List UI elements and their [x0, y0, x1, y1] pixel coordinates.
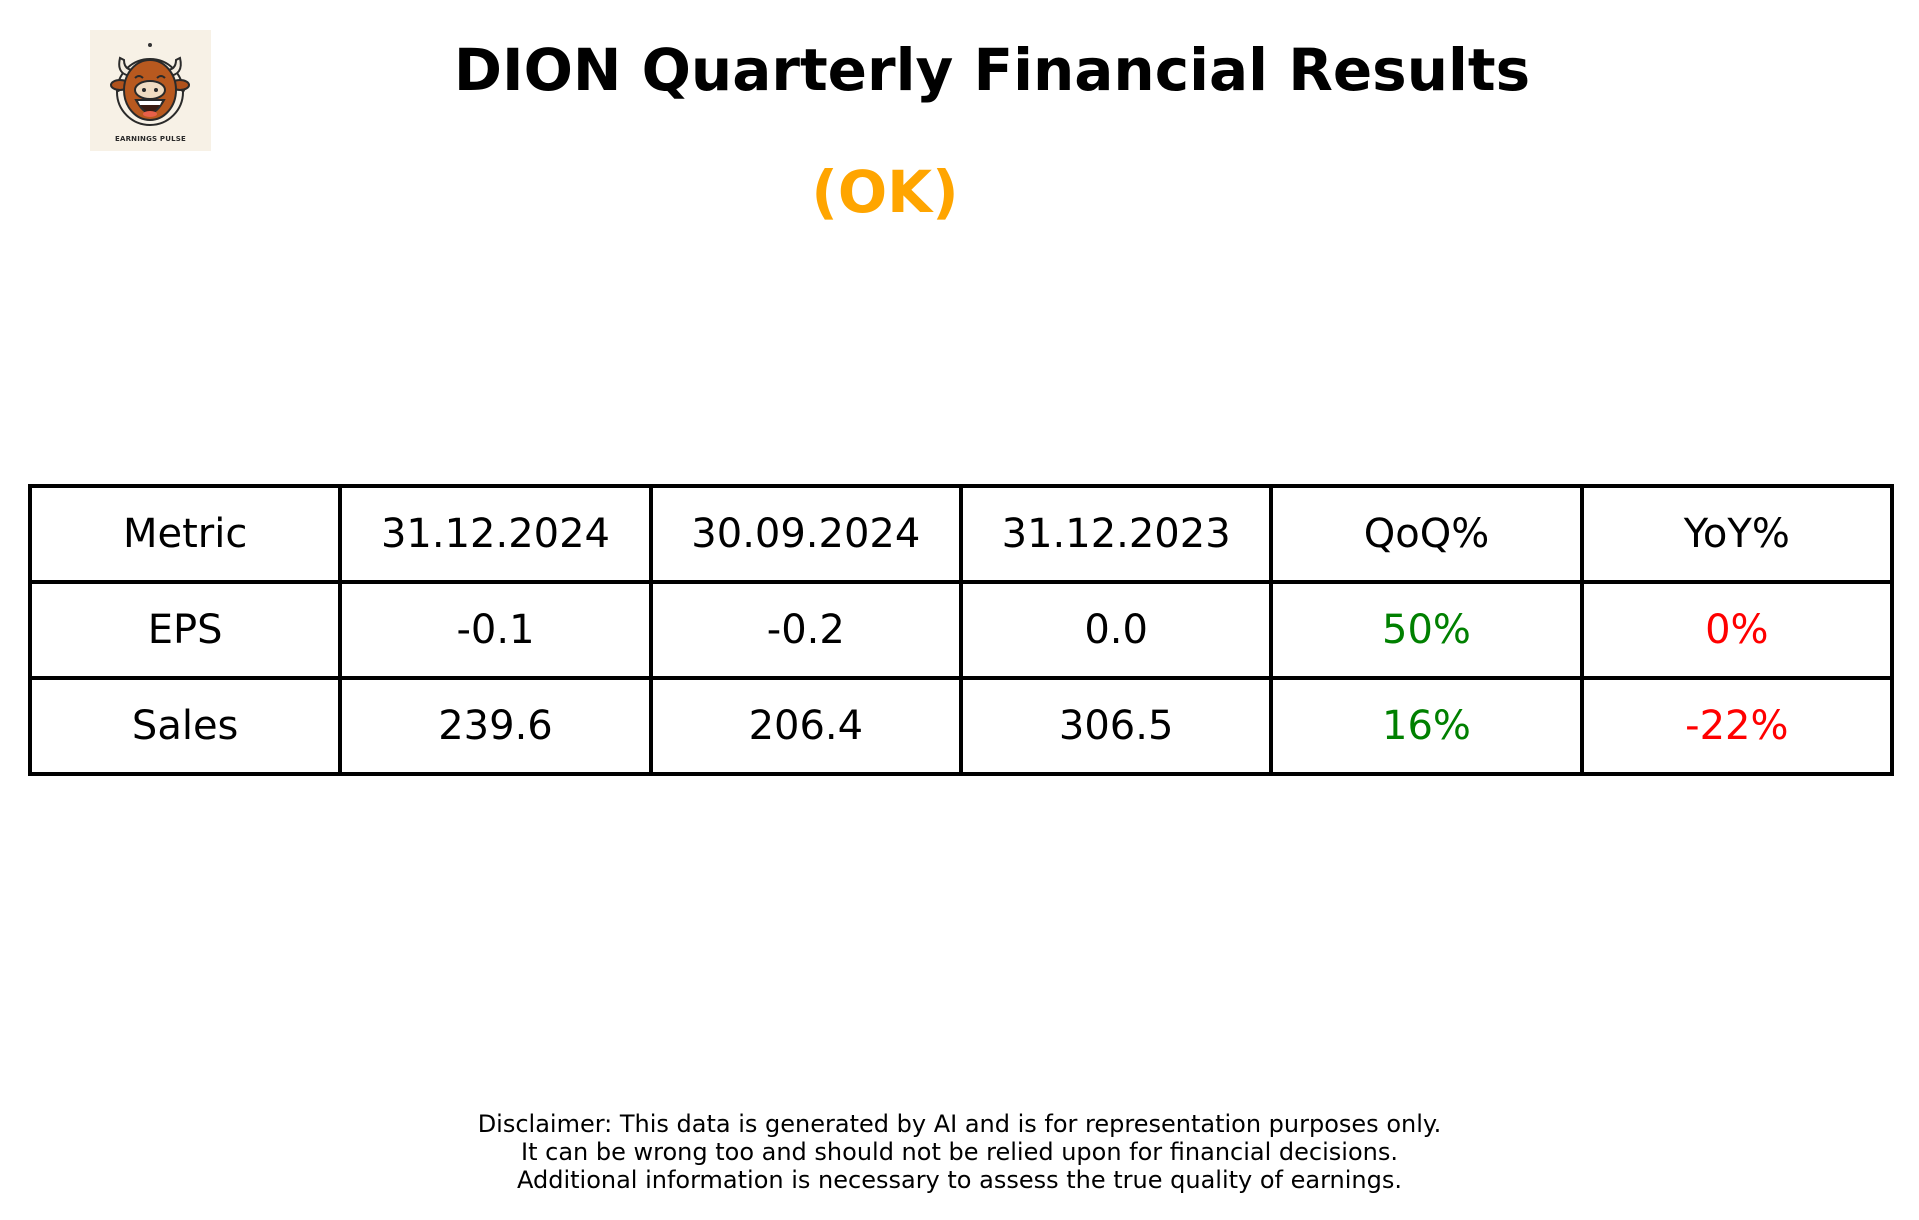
column-header-q1: 31.12.2024	[338, 484, 653, 584]
qoq-cell: 50%	[1269, 580, 1584, 680]
financial-results-table: Metric 31.12.2024 30.09.2024 31.12.2023 …	[27, 484, 1895, 776]
disclaimer-line-2: It can be wrong too and should not be re…	[521, 1138, 1398, 1166]
table-row: EPS -0.1 -0.2 0.0 50% 0%	[27, 580, 1895, 680]
value-cell: 239.6	[338, 676, 653, 776]
column-header-yoy: YoY%	[1579, 484, 1895, 584]
logo-text: EARNINGS PULSE	[114, 135, 187, 143]
value-cell: 306.5	[958, 676, 1274, 776]
column-header-q3: 31.12.2023	[958, 484, 1274, 584]
table-header-row: Metric 31.12.2024 30.09.2024 31.12.2023 …	[27, 484, 1895, 584]
value-cell: -0.1	[338, 580, 653, 680]
value-cell: -0.2	[648, 580, 963, 680]
status-badge: (OK)	[811, 158, 959, 226]
metric-cell: Sales	[27, 676, 343, 776]
yoy-cell: 0%	[1579, 580, 1895, 680]
column-header-metric: Metric	[27, 484, 343, 584]
metric-cell: EPS	[27, 580, 343, 680]
qoq-cell: 16%	[1269, 676, 1584, 776]
disclaimer-line-3: Additional information is necessary to a…	[516, 1166, 1402, 1194]
table-row: Sales 239.6 206.4 306.5 16% -22%	[27, 676, 1895, 776]
page-title: DION Quarterly Financial Results	[453, 36, 1531, 104]
value-cell: 0.0	[958, 580, 1274, 680]
value-cell: 206.4	[648, 676, 963, 776]
column-header-qoq: QoQ%	[1269, 484, 1584, 584]
disclaimer-line-1: Disclaimer: This data is generated by AI…	[477, 1110, 1442, 1138]
column-header-q2: 30.09.2024	[648, 484, 963, 584]
bull-mascot-icon	[110, 43, 190, 126]
disclaimer: Disclaimer: This data is generated by AI…	[0, 1110, 1919, 1194]
yoy-cell: -22%	[1579, 676, 1895, 776]
earnings-pulse-logo: EARNINGS PULSE	[90, 30, 211, 151]
